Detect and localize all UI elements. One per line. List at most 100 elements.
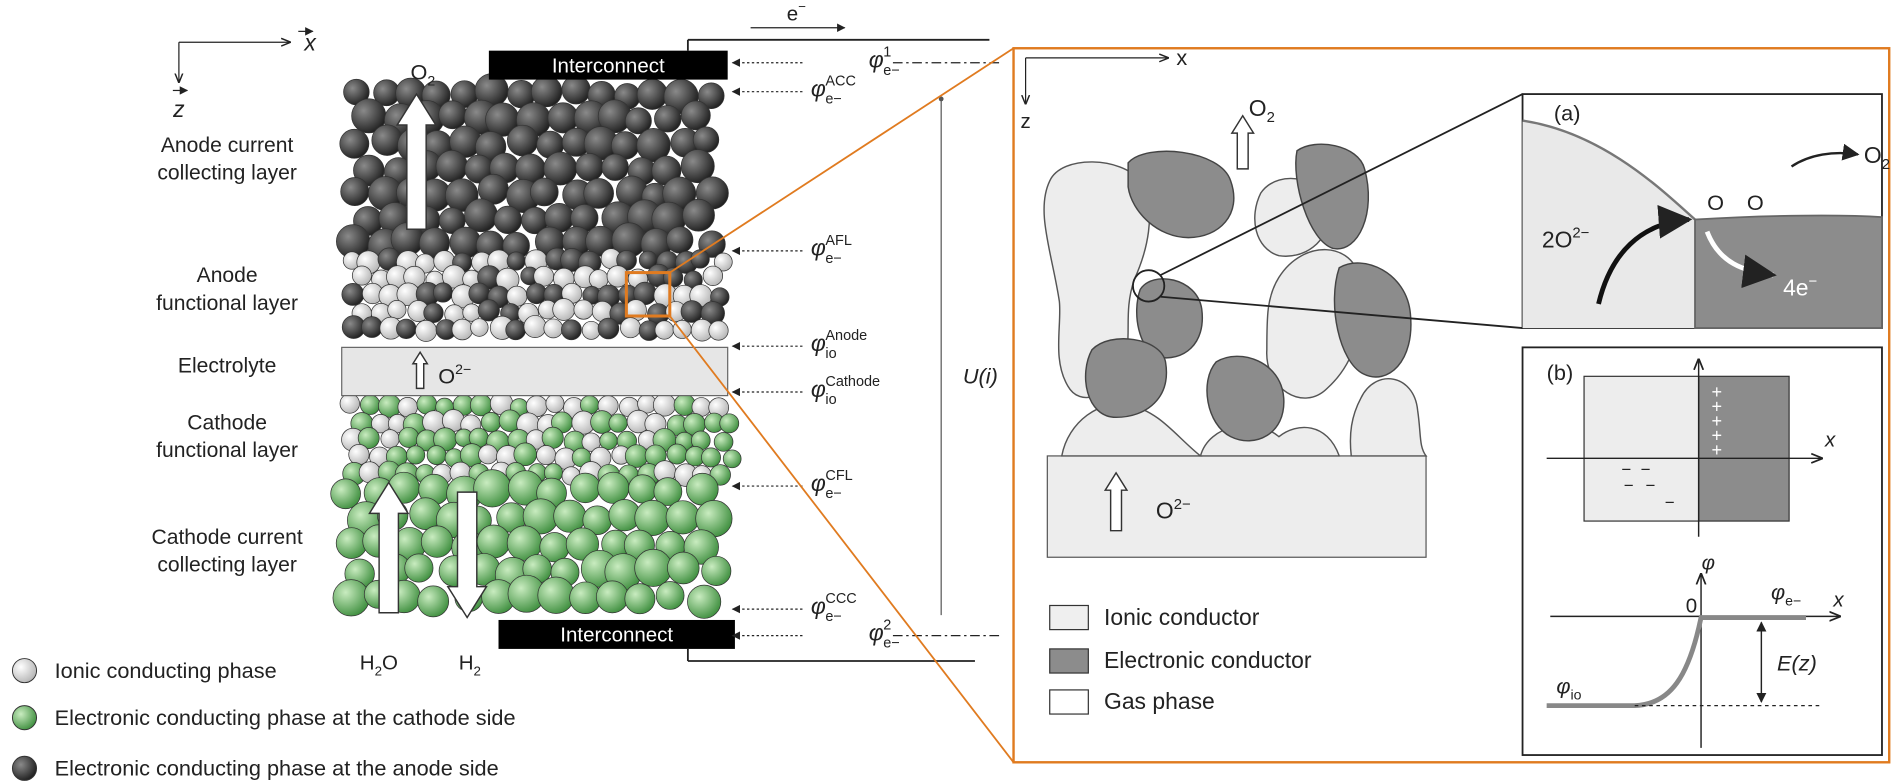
label: U(i)	[963, 364, 998, 389]
particle	[553, 298, 575, 320]
formula-part: 2	[1267, 110, 1275, 126]
particle	[506, 320, 526, 340]
label: E(z)	[1777, 651, 1817, 676]
label: x	[1832, 589, 1844, 612]
ionic-base	[1047, 456, 1426, 557]
potential-symbol: φ	[811, 593, 826, 619]
formula-part: 2−	[1174, 497, 1191, 513]
label: x	[1824, 428, 1836, 451]
potential-sub: io	[825, 346, 836, 362]
potential-sub: e−	[883, 636, 900, 652]
formula-part: io	[1570, 687, 1581, 703]
layer-label: Anode	[197, 264, 258, 287]
particle	[656, 582, 684, 610]
particle	[333, 580, 369, 616]
particle	[544, 319, 563, 338]
formula-part: 2	[474, 663, 481, 678]
particle	[507, 125, 538, 156]
particle	[478, 445, 497, 464]
particle	[471, 319, 489, 337]
legend-swatch	[12, 756, 36, 780]
particle	[415, 320, 436, 341]
potential-sub: e−	[825, 92, 842, 108]
formula-part: O	[1249, 95, 1267, 121]
particle	[349, 444, 369, 464]
particle	[452, 319, 473, 340]
legend-label: Electronic conductor	[1104, 647, 1312, 673]
interconnect-label: Interconnect	[552, 54, 665, 77]
block-arrow	[1232, 116, 1254, 169]
particle	[481, 412, 501, 432]
particle	[494, 206, 522, 234]
particle	[388, 300, 406, 318]
particle	[340, 129, 369, 158]
layer-label: collecting layer	[157, 554, 297, 577]
potential-symbol: φ	[811, 376, 826, 402]
particle	[723, 450, 741, 468]
potential-sup: ACC	[825, 74, 856, 90]
particle	[666, 501, 699, 534]
particle	[524, 315, 546, 337]
particle	[507, 252, 525, 270]
particle	[341, 177, 369, 205]
particle	[667, 552, 699, 584]
potential-symbol: φ	[811, 470, 826, 496]
potential-sup: AFL	[825, 233, 852, 249]
particle	[620, 318, 640, 338]
label: O	[1747, 190, 1764, 215]
potential-sup: CFL	[825, 468, 852, 484]
layer-label: Anode current	[161, 134, 294, 157]
legend-swatch	[12, 706, 36, 730]
particle	[714, 433, 733, 452]
particle	[342, 283, 364, 305]
formula-part: 2−	[1572, 226, 1589, 242]
label: z	[172, 96, 185, 122]
label: x	[1176, 45, 1187, 70]
potential-sup: 2	[883, 618, 891, 634]
potential-symbol: φ	[869, 619, 884, 645]
particle	[681, 101, 710, 130]
particle	[406, 446, 424, 464]
formula-part: 2	[375, 663, 382, 678]
diagram: xzAnode currentcollecting layerAnodefunc…	[0, 0, 1892, 784]
particle	[653, 394, 675, 416]
formula-part: O	[1864, 142, 1882, 168]
potential-sup: Anode	[825, 328, 867, 344]
particle	[570, 473, 600, 503]
label: (a)	[1554, 101, 1581, 126]
particle	[598, 472, 629, 503]
formula-part: O	[438, 364, 455, 389]
particle	[405, 554, 433, 582]
potential-symbol: φ	[811, 75, 826, 101]
particle	[655, 321, 674, 340]
particle	[360, 395, 380, 415]
label: x	[303, 30, 317, 56]
layer-label: collecting layer	[157, 162, 297, 185]
potential-symbol: φ	[811, 330, 826, 356]
particle	[561, 320, 581, 340]
particle	[399, 427, 419, 447]
formula-part: φ	[1771, 579, 1785, 604]
legend-label: Electronic conducting phase at the anode…	[55, 756, 499, 781]
particle	[720, 414, 739, 433]
particle	[574, 300, 593, 319]
formula-part: −	[1809, 274, 1818, 290]
formula-part: e−	[1785, 592, 1801, 608]
formula-part: 2	[427, 73, 435, 89]
particle	[584, 179, 614, 209]
particle	[538, 577, 575, 614]
particle	[702, 556, 731, 585]
particle	[530, 178, 558, 206]
particle	[421, 526, 453, 558]
potential-symbol: φ	[811, 235, 826, 261]
particle	[635, 549, 672, 586]
legend-label: Gas phase	[1104, 688, 1215, 714]
particle	[666, 227, 693, 254]
particle	[418, 586, 449, 617]
legend-label: Ionic conducting phase	[55, 658, 277, 683]
charge: −	[1624, 476, 1634, 495]
particle	[546, 394, 564, 412]
particle	[600, 432, 618, 450]
particle	[693, 127, 719, 153]
ionic-grain	[1350, 379, 1426, 456]
